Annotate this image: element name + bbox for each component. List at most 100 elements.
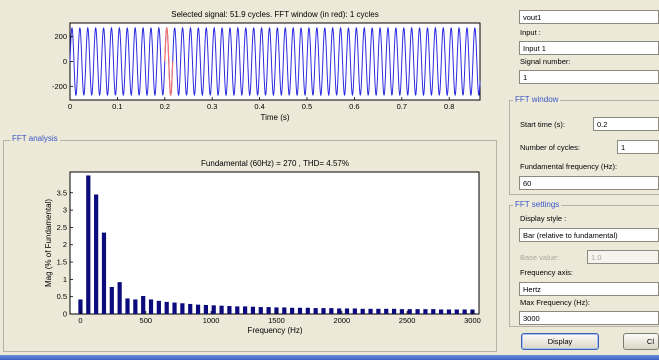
fft-x-tick-label: 500 — [140, 316, 153, 325]
display-style-label: Display style : — [520, 214, 567, 223]
fft-bar — [360, 308, 365, 314]
fft-bar — [454, 309, 459, 314]
fft-bar — [391, 308, 397, 314]
fft-bar — [227, 306, 232, 314]
base-value-field[interactable]: 1.0 — [587, 250, 659, 264]
fft-bar — [352, 308, 357, 314]
fft-y-label: Mag (% of Fundamental) — [44, 199, 53, 287]
signal-x-tick-label: 0.7 — [397, 102, 407, 111]
fft-bar — [101, 232, 107, 314]
signal-y-ticks: 200 0 -200 — [52, 32, 73, 91]
fft-bar — [462, 309, 467, 314]
number-of-cycles-label: Number of cycles: — [520, 143, 581, 152]
fft-bar — [235, 306, 240, 314]
fundamental-frequency-field[interactable]: 60 — [519, 176, 659, 190]
fft-bar — [203, 305, 208, 314]
fft-bar — [297, 307, 303, 314]
fft-y-tick-label: 0.5 — [57, 292, 67, 301]
max-frequency-label: Max Frequency (Hz): — [520, 298, 591, 307]
fundamental-frequency-label: Fundamental frequency (Hz): — [520, 162, 618, 171]
frequency-axis-select[interactable]: Hertz — [519, 282, 659, 296]
start-time-label: Start time (s): — [520, 120, 566, 129]
fft-bar — [180, 303, 185, 314]
fft-bar — [250, 306, 256, 314]
signal-y-tick-label: 0 — [63, 57, 67, 66]
signal-x-tick-label: 0 — [68, 102, 72, 111]
frequency-axis-label: Frequency axis: — [520, 268, 573, 277]
display-button[interactable]: Display — [521, 333, 599, 350]
signal-name-field[interactable]: vout1 — [519, 10, 659, 24]
fft-y-tick-label: 3.5 — [57, 188, 67, 197]
fft-bar — [164, 301, 169, 314]
fft-bar — [172, 302, 177, 314]
fft-bar — [219, 305, 224, 314]
input-field[interactable]: Input 1 — [519, 41, 659, 55]
fft-y-tick-label: 0 — [63, 310, 67, 319]
fft-bar — [423, 309, 428, 314]
fft-bar — [439, 309, 444, 314]
signal-x-tick-label: 0.2 — [160, 102, 170, 111]
fft-settings-group — [509, 205, 659, 327]
fft-x-tick-label: 0 — [78, 316, 82, 325]
fft-bar — [148, 299, 154, 314]
fft-bar — [384, 308, 389, 314]
input-label: Input : — [520, 28, 541, 37]
fft-bars — [78, 175, 475, 314]
signal-x-tick-label: 0.6 — [349, 102, 359, 111]
fft-bar — [399, 309, 404, 314]
taskbar — [0, 355, 659, 360]
fft-y-ticks: 0 0.5 1 1.5 2 2.5 3 3.5 — [57, 188, 73, 319]
fft-analysis-title: FFT analysis — [10, 134, 60, 143]
fft-y-tick-label: 3 — [63, 206, 67, 215]
fft-bar — [243, 306, 248, 314]
signal-x-ticks: 0 0.1 0.2 0.3 0.4 0.5 0.6 0.7 0.8 — [68, 97, 454, 111]
fft-bar — [86, 175, 91, 314]
fft-bar — [415, 309, 420, 314]
fft-analysis-group — [3, 140, 497, 352]
start-time-field[interactable]: 0.2 — [593, 117, 659, 131]
fft-settings-title: FFT settings — [513, 200, 562, 209]
fft-bar — [446, 309, 452, 314]
fft-window-highlight — [164, 27, 174, 96]
fft-x-tick-label: 1500 — [268, 316, 285, 325]
fft-chart-title: Fundamental (60Hz) = 270 , THD= 4.57% — [201, 159, 349, 168]
fft-x-tick-label: 3000 — [464, 316, 481, 325]
signal-number-label: Signal number: — [520, 57, 571, 66]
signal-waveform — [69, 26, 481, 97]
fft-bar — [94, 194, 99, 314]
fft-bar — [125, 298, 130, 314]
fft-bar — [188, 303, 193, 314]
display-style-select[interactable]: Bar (relative to fundamental) — [519, 228, 659, 242]
fft-bar — [133, 299, 138, 314]
fft-y-tick-label: 1 — [63, 275, 67, 284]
close-button[interactable]: Cl — [623, 333, 659, 350]
fft-bar — [368, 308, 373, 314]
fft-bar — [290, 307, 295, 314]
fft-bar — [274, 307, 279, 314]
fft-bar — [407, 309, 412, 314]
fft-bar — [266, 307, 271, 314]
fft-bar — [376, 308, 381, 314]
fft-bar — [305, 307, 310, 314]
signal-x-tick-label: 0.8 — [444, 102, 454, 111]
fft-x-label: Frequency (Hz) — [247, 326, 302, 335]
fft-bar — [258, 307, 263, 314]
fft-bar — [78, 299, 83, 314]
fft-bar — [321, 308, 326, 314]
number-of-cycles-field[interactable]: 1 — [617, 140, 659, 154]
fft-x-tick-label: 1000 — [203, 316, 220, 325]
fft-x-tick-label: 2500 — [399, 316, 416, 325]
max-frequency-field[interactable]: 3000 — [519, 311, 659, 325]
signal-x-tick-label: 0.3 — [207, 102, 217, 111]
fft-y-tick-label: 2.5 — [57, 223, 67, 232]
fft-window-group — [509, 100, 659, 195]
fft-bar — [344, 308, 350, 314]
fft-x-tick-label: 2000 — [333, 316, 350, 325]
signal-x-tick-label: 0.1 — [112, 102, 122, 111]
fft-bar — [211, 305, 216, 314]
signal-plot-title: Selected signal: 51.9 cycles. FFT window… — [171, 10, 379, 19]
signal-number-field[interactable]: 1 — [519, 70, 659, 84]
signal-x-tick-label: 0.4 — [254, 102, 264, 111]
